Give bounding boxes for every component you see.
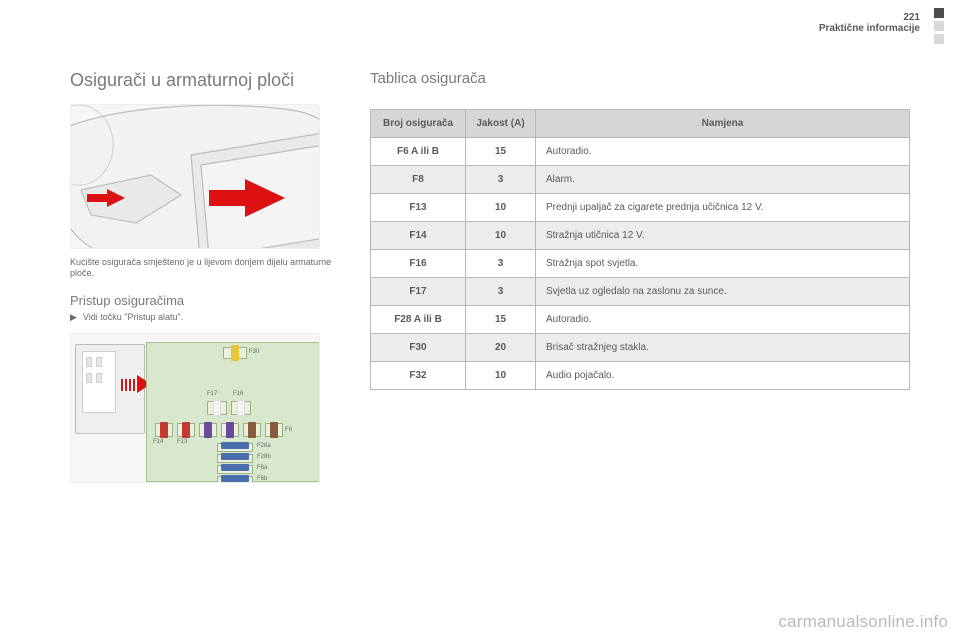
fuse-blue <box>221 442 249 449</box>
table-header-row: Broj osigurača Jakost (A) Namjena <box>371 110 910 138</box>
access-subhead: Pristup osiguračima <box>70 293 340 308</box>
fuse-label: F8 <box>285 427 292 433</box>
fuse-label: F6b <box>257 476 267 482</box>
indicator-square <box>934 34 944 44</box>
cell-amperage: 15 <box>466 138 536 166</box>
section-name: Praktične informacije <box>819 23 920 34</box>
dashboard-drawing <box>70 104 320 249</box>
fuse-table: Broj osigurača Jakost (A) Namjena F6 A i… <box>370 109 910 390</box>
right-column: Tablica osigurača Broj osigurača Jakost … <box>370 70 920 390</box>
table-row: F83Alarm. <box>371 166 910 194</box>
fuse-label: F28a <box>257 443 271 449</box>
fuse-red <box>182 422 190 438</box>
cell-fuse-number: F32 <box>371 362 466 390</box>
page: 221 Praktične informacije Osigurači u ar… <box>0 0 960 640</box>
cell-amperage: 3 <box>466 166 536 194</box>
cell-fuse-number: F28 A ili B <box>371 306 466 334</box>
table-row: F173Svjetla uz ogledalo na zaslonu za su… <box>371 278 910 306</box>
cell-fuse-number: F16 <box>371 250 466 278</box>
figure-caption: Kućište osigurača smješteno je u lijevom… <box>70 257 340 280</box>
fuse-board: F30 F17 F16 F14 F13 <box>146 342 320 482</box>
col-header-number: Broj osigurača <box>371 110 466 138</box>
fuse-blue <box>221 453 249 460</box>
cell-purpose: Autoradio. <box>536 306 910 334</box>
fuse-blue <box>221 475 249 482</box>
cell-amperage: 15 <box>466 306 536 334</box>
fuse-label: F30 <box>249 349 259 355</box>
fuse-label: F6a <box>257 465 267 471</box>
left-column: Osigurači u armaturnoj ploči Kućište osi… <box>70 70 340 483</box>
housing-slot <box>96 373 102 383</box>
figure-fusebox: F30 F17 F16 F14 F13 <box>70 333 320 483</box>
cell-purpose: Autoradio. <box>536 138 910 166</box>
fuse-brown <box>270 422 278 438</box>
fuse-purple <box>226 422 234 438</box>
cell-purpose: Prednji upaljač za cigarete prednja učič… <box>536 194 910 222</box>
col-header-purpose: Namjena <box>536 110 910 138</box>
cell-purpose: Stražnja utičnica 12 V. <box>536 222 910 250</box>
cell-purpose: Alarm. <box>536 166 910 194</box>
cell-amperage: 10 <box>466 362 536 390</box>
cell-purpose: Brisač stražnjeg stakla. <box>536 334 910 362</box>
bullet-text: Vidi točku "Pristup alatu". <box>83 312 183 323</box>
cell-fuse-number: F13 <box>371 194 466 222</box>
cell-amperage: 20 <box>466 334 536 362</box>
figure-dashboard <box>70 104 320 249</box>
fuse-yellow <box>231 345 239 361</box>
table-row: F3210Audio pojačalo. <box>371 362 910 390</box>
bullet-icon: ▶ <box>70 312 77 323</box>
indicator-square <box>934 21 944 31</box>
fuse-white <box>237 400 245 416</box>
table-row: F6 A ili B15Autoradio. <box>371 138 910 166</box>
table-row: F3020Brisač stražnjeg stakla. <box>371 334 910 362</box>
bullet-item: ▶ Vidi točku "Pristup alatu". <box>70 312 340 323</box>
cell-fuse-number: F30 <box>371 334 466 362</box>
cell-purpose: Audio pojačalo. <box>536 362 910 390</box>
cell-amperage: 10 <box>466 222 536 250</box>
indicator-square <box>934 8 944 18</box>
fuse-red <box>160 422 168 438</box>
page-header: 221 Praktične informacije <box>819 12 920 34</box>
cell-fuse-number: F8 <box>371 166 466 194</box>
fuse-purple <box>204 422 212 438</box>
col-header-amperage: Jakost (A) <box>466 110 536 138</box>
fuse-blue <box>221 464 249 471</box>
fuse-panel-title: Osigurači u armaturnoj ploči <box>70 70 340 92</box>
table-title: Tablica osigurača <box>370 70 920 87</box>
housing-slot <box>86 357 92 367</box>
table-row: F28 A ili B15Autoradio. <box>371 306 910 334</box>
fuse-white <box>213 400 221 416</box>
cell-purpose: Svjetla uz ogledalo na zaslonu za sunce. <box>536 278 910 306</box>
fuse-label: F28b <box>257 454 271 460</box>
housing-slot <box>86 373 92 383</box>
fuse-label: F14 <box>153 439 163 445</box>
fuse-brown <box>248 422 256 438</box>
watermark: carmanualsonline.info <box>778 612 948 632</box>
side-indicator <box>934 8 944 44</box>
table-row: F163Stražnja spot svjetla. <box>371 250 910 278</box>
table-row: F1410Stražnja utičnica 12 V. <box>371 222 910 250</box>
cell-purpose: Stražnja spot svjetla. <box>536 250 910 278</box>
cell-amperage: 3 <box>466 250 536 278</box>
fuse-label: F17 <box>207 391 217 397</box>
page-number: 221 <box>819 12 920 23</box>
housing-slot <box>96 357 102 367</box>
table-row: F1310Prednji upaljač za cigarete prednja… <box>371 194 910 222</box>
cell-fuse-number: F14 <box>371 222 466 250</box>
cell-fuse-number: F6 A ili B <box>371 138 466 166</box>
fuse-label: F13 <box>177 439 187 445</box>
cell-fuse-number: F17 <box>371 278 466 306</box>
cell-amperage: 10 <box>466 194 536 222</box>
cell-amperage: 3 <box>466 278 536 306</box>
fuse-label: F16 <box>233 391 243 397</box>
